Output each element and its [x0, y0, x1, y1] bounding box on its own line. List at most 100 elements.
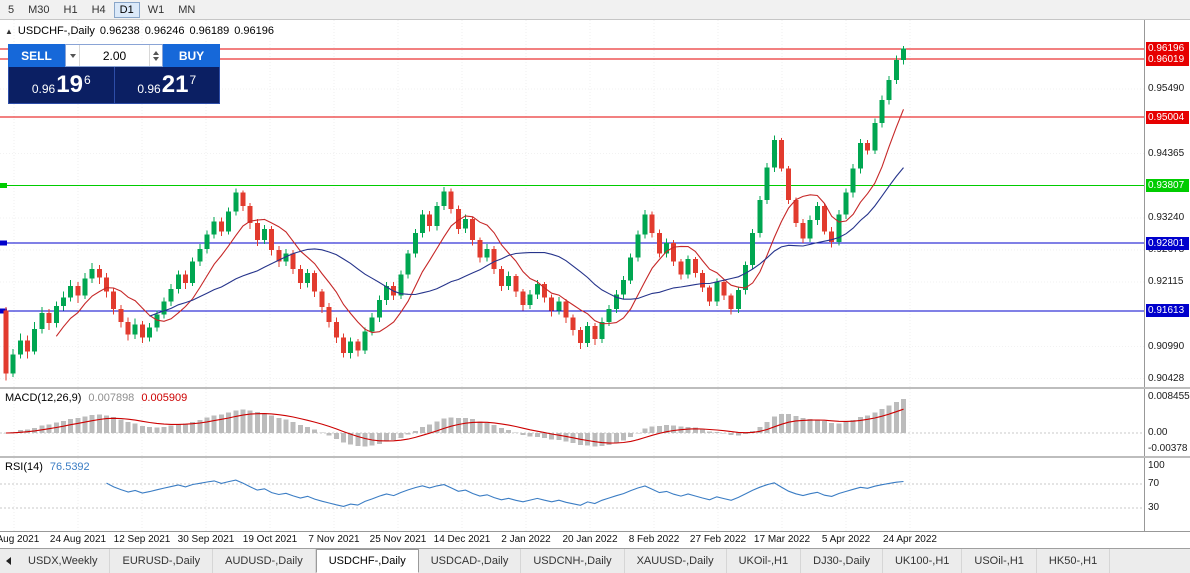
macd-pane[interactable]: 0.008455 0.00 -0.00378 MACD(12,26,9) 0.007… [0, 389, 1190, 456]
chart-tabs: USDX,Weekly EURUSD-,Daily AUDUSD-,Daily USD… [16, 549, 1111, 573]
macd-canvas[interactable] [0, 389, 1144, 456]
rsi-axis-tick: 100 [1148, 460, 1165, 471]
volume-box [65, 44, 163, 67]
rsi-indicator-label: RSI(14) 76.5392 [5, 461, 90, 473]
price-line-tag[interactable]: 0.96019 [1146, 52, 1189, 66]
volume-step-down-icon[interactable] [153, 56, 159, 61]
macd-signal-value: 0.005909 [141, 392, 188, 404]
time-axis-label: 8 Feb 2022 [628, 534, 680, 545]
symbol-tab-dj30-daily[interactable]: DJ30-,Daily [801, 549, 883, 573]
ohlc-high: 0.96246 [144, 25, 185, 37]
macd-indicator-label: MACD(12,26,9) 0.007898 0.005909 [5, 392, 187, 404]
ask-price-pip-digit: 7 [189, 72, 197, 87]
time-axis-label: 30 Sep 2021 [177, 534, 235, 545]
time-axis-label: 7 Nov 2021 [308, 534, 360, 545]
time-axis[interactable]: 5 Aug 2021 24 Aug 2021 12 Sep 2021 30 Sep 2… [0, 531, 1190, 548]
time-axis-label: 25 Nov 2021 [369, 534, 427, 545]
rsi-axis-tick: 70 [1148, 478, 1160, 489]
bid-price-display[interactable]: 0.96 19 6 [9, 67, 114, 103]
time-axis-label: 5 Apr 2022 [821, 534, 871, 545]
symbol-tab-usoil-h1[interactable]: USOil-,H1 [962, 549, 1037, 573]
volume-dropdown-icon[interactable] [66, 45, 80, 66]
bid-price-prefix: 0.96 [31, 81, 56, 96]
volume-input[interactable] [80, 45, 149, 66]
symbol-tab-usdx-weekly[interactable]: USDX,Weekly [16, 549, 111, 573]
bid-price-big-digits: 19 [56, 71, 83, 98]
chart-tab-bar: USDX,Weekly EURUSD-,Daily AUDUSD-,Daily USD… [0, 548, 1190, 573]
bid-price-pip-digit: 6 [83, 72, 91, 87]
macd-axis-tick: 0.00 [1148, 427, 1168, 438]
chart-info-line: ▲ USDCHF-,Daily 0.96238 0.96246 0.96189 … [5, 25, 274, 37]
rsi-value: 76.5392 [49, 461, 90, 473]
symbol-tab-eurusd-daily[interactable]: EURUSD-,Daily [110, 549, 214, 573]
timeframe-toolbar: 5 M30 H1 H4 D1 W1 MN [0, 0, 1190, 20]
symbol-tab-uk100-h1[interactable]: UK100-,H1 [883, 549, 963, 573]
volume-step-up-icon[interactable] [153, 50, 159, 55]
time-axis-label: 12 Sep 2021 [113, 534, 171, 545]
price-line-tag[interactable]: 0.93807 [1146, 178, 1189, 192]
symbol-tab-usdcad-daily[interactable]: USDCAD-,Daily [419, 549, 522, 573]
timeframe-button-d1[interactable]: D1 [113, 1, 140, 18]
timeframe-button-5[interactable]: 5 [8, 3, 15, 16]
time-axis-label: 24 Aug 2021 [49, 534, 107, 545]
timeframe-button-mn[interactable]: MN [178, 3, 196, 16]
time-axis-label: 24 Apr 2022 [883, 534, 937, 545]
ohlc-low: 0.96189 [189, 25, 230, 37]
time-axis-label: 5 Aug 2021 [0, 534, 40, 545]
tab-scroll-left-icon [5, 557, 11, 565]
time-axis-label: 20 Jan 2022 [562, 534, 618, 545]
pane-splitter[interactable] [0, 456, 1190, 458]
sell-button[interactable]: SELL [8, 44, 65, 67]
macd-name: MACD(12,26,9) [5, 392, 82, 404]
chart-area: 0.95490 0.94365 0.93240 0.92678 0.92115 0.909… [0, 20, 1190, 548]
price-line-tag[interactable]: 0.91613 [1146, 304, 1189, 318]
macd-axis-tick: 0.008455 [1148, 391, 1190, 402]
symbol-tab-audusd-daily[interactable]: AUDUSD-,Daily [213, 549, 316, 573]
price-axis-tick: 0.92678 [1148, 244, 1185, 256]
timeframe-button-h1[interactable]: H1 [63, 3, 78, 16]
one-click-panel-toggle-icon[interactable]: ▲ [5, 26, 13, 36]
ask-price-prefix: 0.96 [137, 81, 161, 96]
price-axis-tick: 0.90990 [1148, 340, 1185, 352]
symbol-tab-ukoil-h1[interactable]: UKOil-,H1 [727, 549, 802, 573]
chart-symbol-label: USDCHF-,Daily [17, 25, 95, 37]
price-cell-divider [113, 67, 115, 103]
ohlc-open: 0.96238 [99, 25, 140, 37]
price-axis-tick: 0.90428 [1148, 372, 1185, 384]
price-line-tag[interactable]: 0.92801 [1146, 236, 1189, 250]
time-axis-label: 27 Feb 2022 [689, 534, 747, 545]
price-axis[interactable]: 0.95490 0.94365 0.93240 0.92678 0.92115 0.909… [1144, 20, 1190, 387]
time-axis-label: 19 Oct 2021 [242, 534, 298, 545]
symbol-tab-usdcnh-daily[interactable]: USDCNH-,Daily [521, 549, 625, 573]
price-line-tag[interactable]: 0.96196 [1146, 42, 1189, 56]
time-axis-label: 2 Jan 2022 [501, 534, 551, 545]
pane-splitter[interactable] [0, 387, 1190, 389]
price-axis-tick: 0.93240 [1148, 211, 1185, 223]
ask-price-display[interactable]: 0.96 21 7 [115, 67, 220, 103]
ask-price-big-digits: 21 [161, 71, 189, 98]
timeframe-button-h4[interactable]: H4 [91, 3, 106, 16]
macd-axis[interactable]: 0.008455 0.00 -0.00378 [1144, 389, 1190, 456]
time-axis-label: 14 Dec 2021 [433, 534, 491, 545]
symbol-tab-hk50-h1[interactable]: HK50-,H1 [1037, 549, 1111, 573]
price-axis-tick: 0.92115 [1148, 276, 1184, 288]
price-line-tag[interactable]: 0.95004 [1146, 110, 1189, 124]
rsi-pane[interactable]: 100 70 30 RSI(14) 76.5392 [0, 458, 1190, 531]
rsi-canvas[interactable] [0, 458, 1144, 531]
rsi-axis[interactable]: 100 70 30 [1144, 458, 1190, 531]
volume-steppers[interactable] [149, 45, 162, 66]
symbol-tab-usdchf-daily[interactable]: USDCHF-,Daily [315, 549, 419, 573]
rsi-axis-tick: 30 [1148, 502, 1160, 513]
tab-scroll-left-button[interactable] [0, 549, 16, 573]
time-axis-label: 17 Mar 2022 [753, 534, 811, 545]
buy-button[interactable]: BUY [163, 44, 220, 67]
price-axis-tick: 0.95490 [1148, 83, 1185, 95]
timeframe-button-w1[interactable]: W1 [147, 3, 165, 16]
price-axis-tick: 0.94365 [1148, 147, 1185, 159]
symbol-tab-xauusd-daily[interactable]: XAUUSD-,Daily [625, 549, 727, 573]
timeframe-button-m30[interactable]: M30 [28, 3, 50, 16]
price-pane[interactable]: 0.95490 0.94365 0.93240 0.92678 0.92115 0.909… [0, 20, 1190, 387]
rsi-name: RSI(14) [5, 461, 43, 473]
macd-main-value: 0.007898 [88, 392, 135, 404]
